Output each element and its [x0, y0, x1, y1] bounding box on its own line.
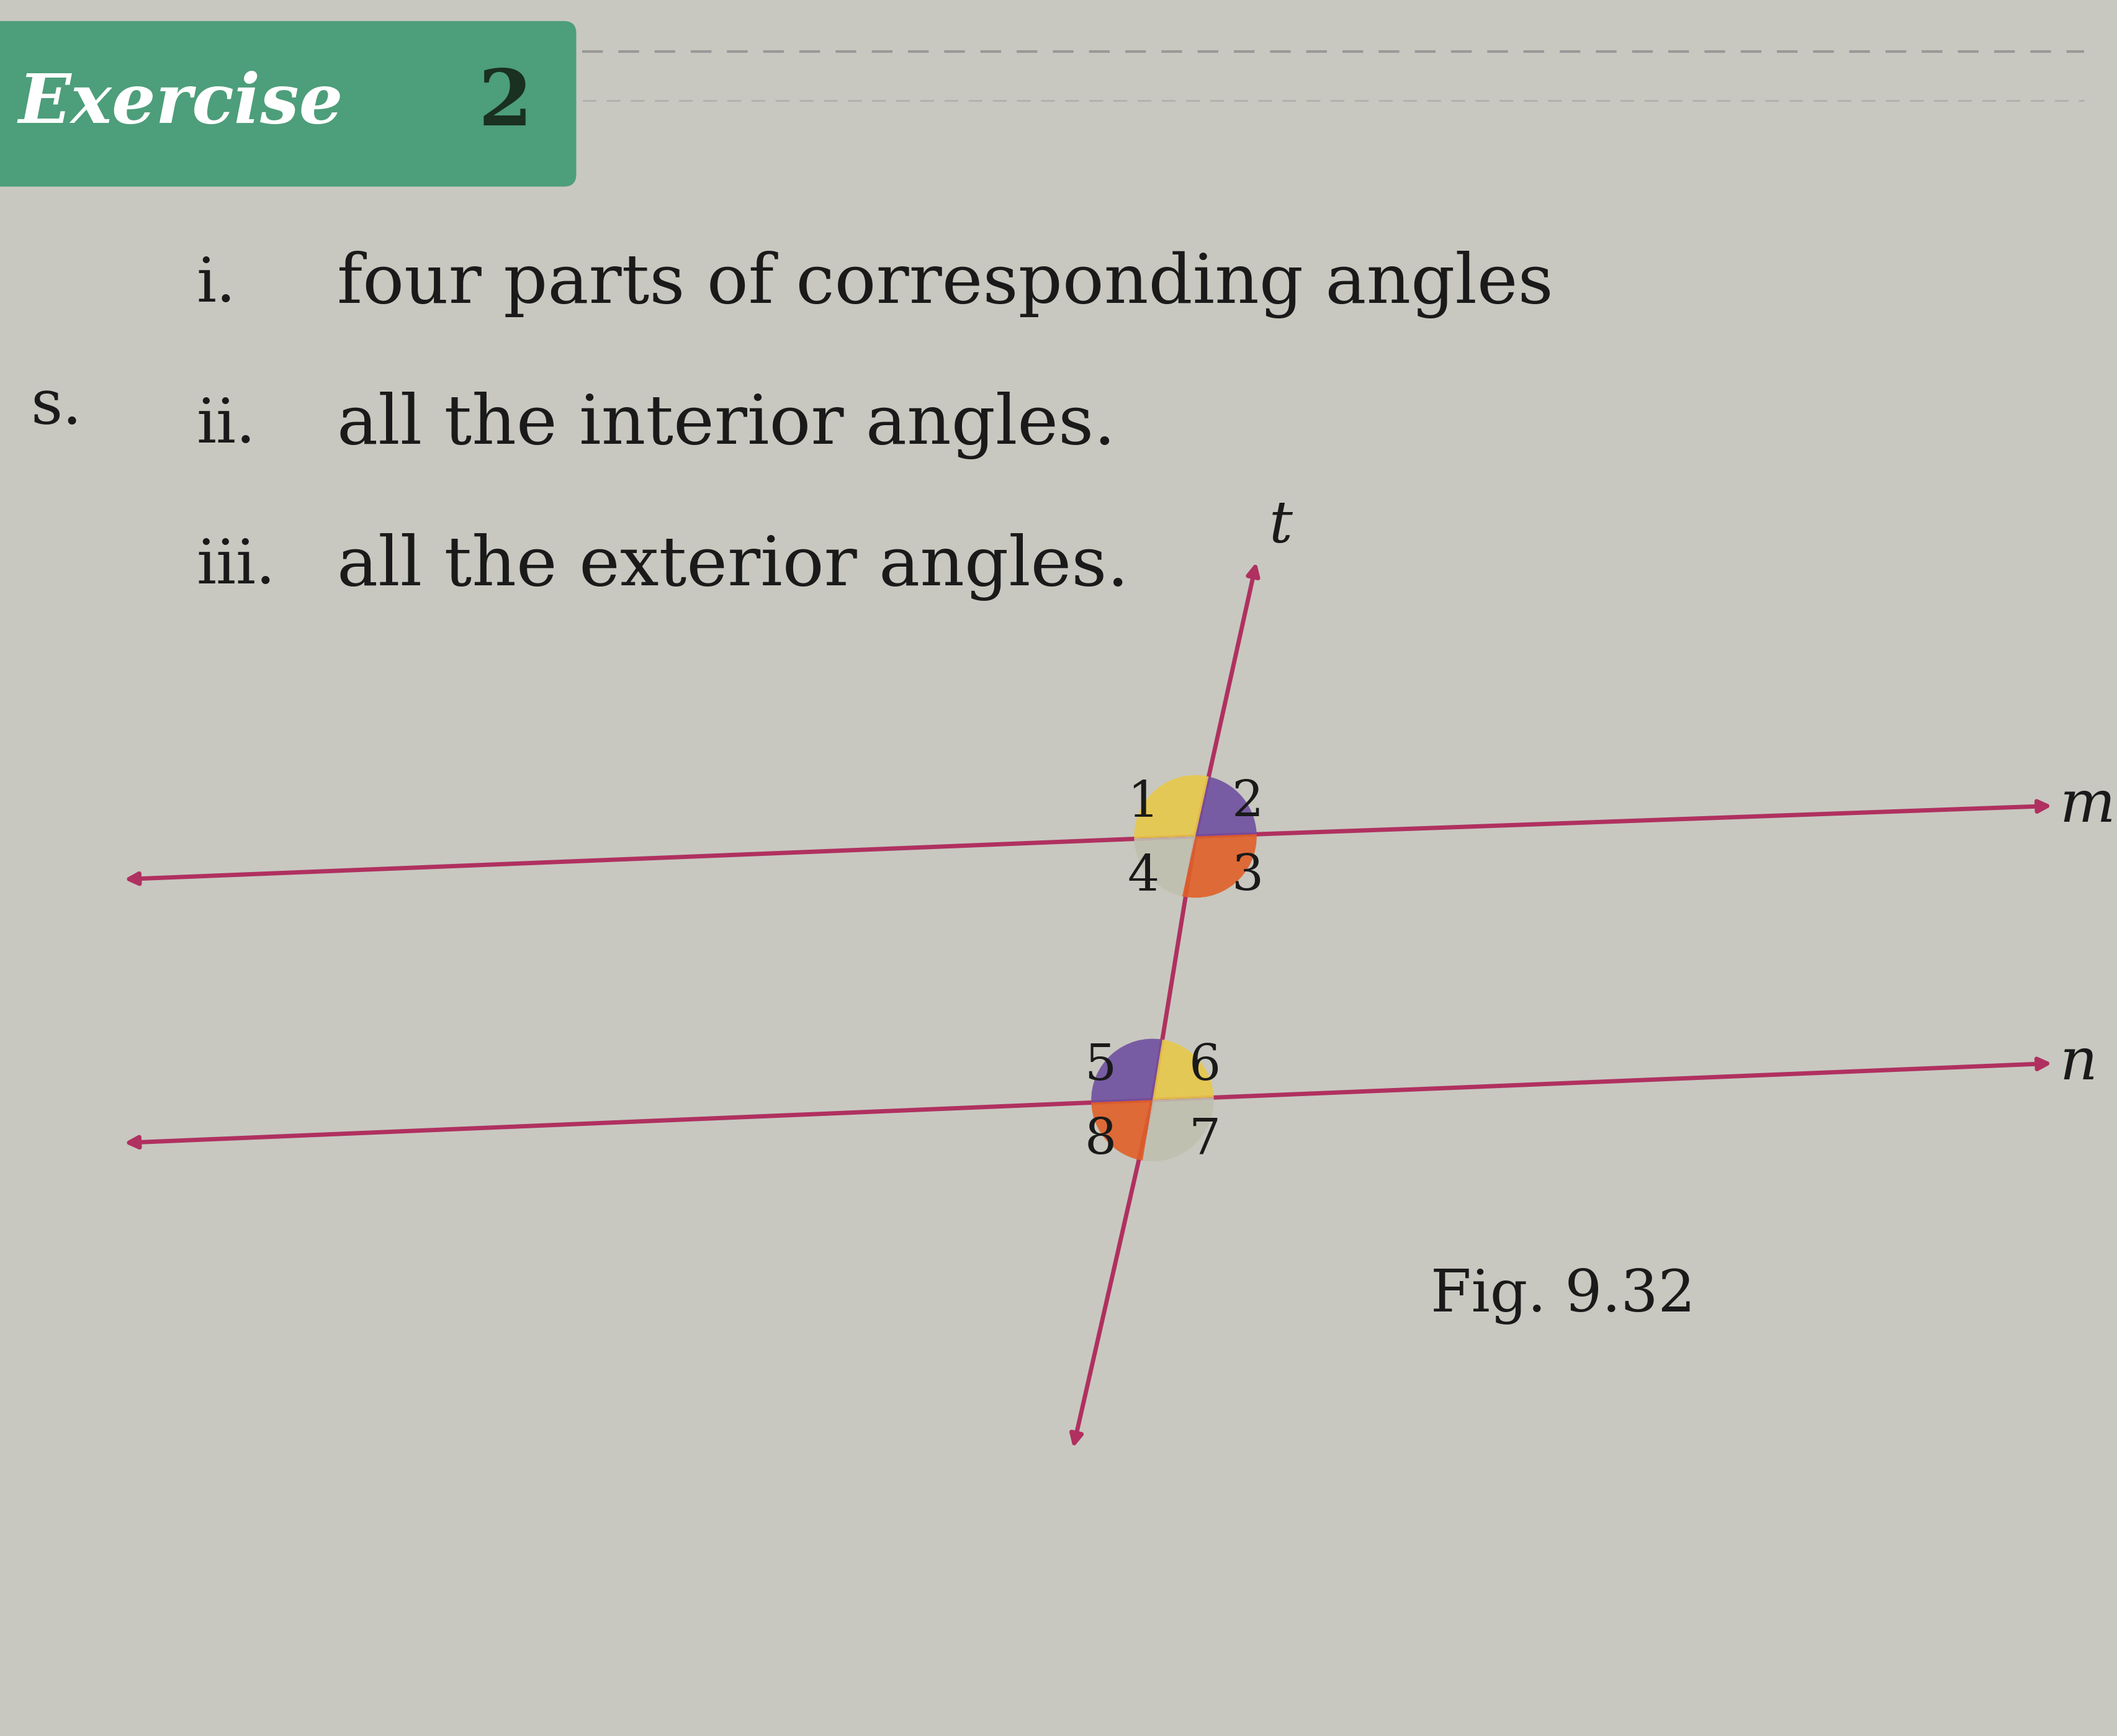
Text: 3: 3 — [1232, 852, 1264, 901]
Text: all the exterior angles.: all the exterior angles. — [337, 533, 1128, 601]
Text: all the interior angles.: all the interior angles. — [337, 392, 1116, 460]
Text: m: m — [2060, 778, 2115, 833]
Text: Fig. 9.32: Fig. 9.32 — [1431, 1267, 1696, 1325]
Text: 4: 4 — [1128, 852, 1160, 901]
Wedge shape — [1090, 1101, 1152, 1161]
Wedge shape — [1090, 1038, 1162, 1102]
Wedge shape — [1135, 774, 1209, 838]
Text: Exercise: Exercise — [19, 71, 343, 137]
Text: n: n — [2060, 1035, 2098, 1092]
Text: four parts of corresponding angles: four parts of corresponding angles — [337, 252, 1554, 318]
Wedge shape — [1135, 837, 1196, 896]
Text: i.: i. — [197, 255, 235, 314]
Wedge shape — [1181, 835, 1257, 898]
Text: 1: 1 — [1128, 778, 1160, 826]
Text: t: t — [1268, 498, 1293, 554]
Text: 2: 2 — [478, 66, 531, 141]
Text: 8: 8 — [1084, 1116, 1116, 1165]
Wedge shape — [1196, 776, 1257, 837]
Text: 5: 5 — [1084, 1042, 1116, 1090]
Text: 2: 2 — [1232, 778, 1264, 826]
Text: iii.: iii. — [197, 536, 275, 597]
Wedge shape — [1152, 1040, 1213, 1101]
FancyBboxPatch shape — [0, 21, 576, 186]
Wedge shape — [1143, 1097, 1213, 1161]
Text: s.: s. — [30, 377, 83, 437]
Text: ii.: ii. — [197, 396, 256, 455]
Text: 6: 6 — [1190, 1042, 1222, 1090]
Text: 7: 7 — [1190, 1116, 1222, 1165]
